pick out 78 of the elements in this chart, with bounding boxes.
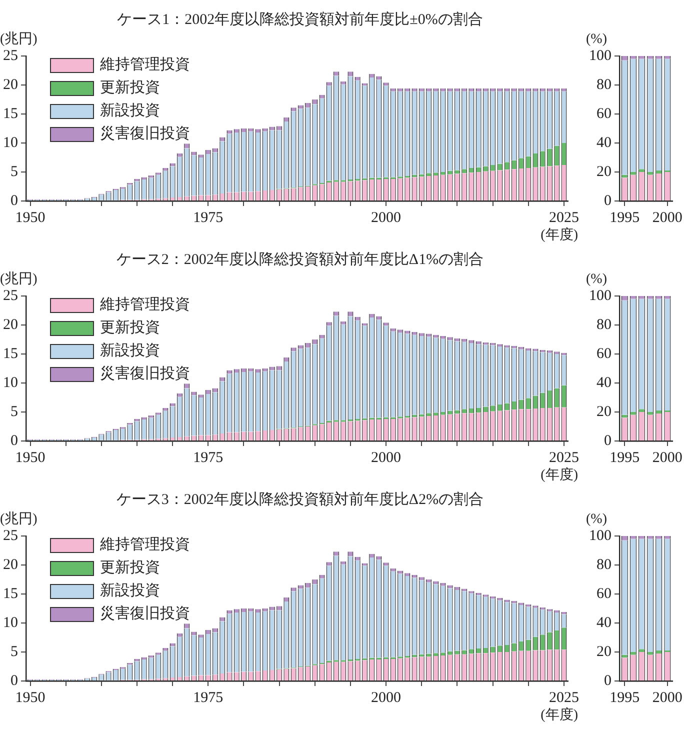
x-axis-title: (年度) xyxy=(540,228,578,244)
y-tick-label: 0 xyxy=(10,192,18,209)
x-tick-label: 1975 xyxy=(193,210,224,226)
y-tick-label: 80 xyxy=(596,316,612,333)
y-tick-label: 20 xyxy=(596,164,612,180)
legend-label: 更新投資 xyxy=(100,558,160,578)
y-axis-title: (%) xyxy=(586,272,607,288)
y-tick-label: 20 xyxy=(3,76,18,93)
x-tick-label: 2025 xyxy=(548,210,579,226)
y-tick-label: 5 xyxy=(10,404,18,420)
y-tick-label: 15 xyxy=(3,346,18,362)
x-tick-label: 2000 xyxy=(652,450,682,466)
x-tick-label: 2000 xyxy=(652,210,682,226)
x-axis-title: (年度) xyxy=(540,708,578,724)
y-tick-label: 20 xyxy=(3,316,18,333)
legend-label: 新設投資 xyxy=(100,582,160,601)
legend-label: 更新投資 xyxy=(100,318,160,338)
y-tick-label: 25 xyxy=(3,288,18,304)
legend-label: 維持管理投資 xyxy=(100,56,190,75)
x-tick-label: 2000 xyxy=(371,210,402,226)
x-tick-label: 1995 xyxy=(610,690,640,706)
legend-label: 災害復旧投資 xyxy=(100,604,190,624)
y-tick-label: 20 xyxy=(596,644,612,660)
x-tick-label: 1975 xyxy=(193,450,224,466)
y-axis-title: (兆円) xyxy=(0,272,38,288)
y-tick-label: 20 xyxy=(3,556,18,573)
y-tick-label: 80 xyxy=(596,556,612,573)
chart-title: ケース2：2002年度以降総投資額対前年度比Δ1%の割合 xyxy=(115,250,485,270)
legend-label: 災害復旧投資 xyxy=(100,124,190,144)
y-tick-label: 0 xyxy=(10,672,18,689)
y-tick-label: 100 xyxy=(589,48,612,64)
y-tick-label: 40 xyxy=(596,374,612,391)
x-axis-title: (年度) xyxy=(540,468,578,484)
x-tick-label: 1995 xyxy=(610,210,640,226)
y-axis-title: (兆円) xyxy=(0,32,38,48)
y-axis-title: (%) xyxy=(586,512,607,528)
y-tick-label: 60 xyxy=(596,586,612,602)
legend-label: 維持管理投資 xyxy=(100,296,190,315)
y-tick-label: 20 xyxy=(596,404,612,420)
y-tick-label: 25 xyxy=(3,48,18,64)
x-tick-label: 2025 xyxy=(548,690,579,706)
legend-label: 維持管理投資 xyxy=(100,536,190,555)
y-tick-label: 80 xyxy=(596,76,612,93)
x-tick-label: 2000 xyxy=(371,450,402,466)
y-tick-label: 40 xyxy=(596,614,612,631)
y-tick-label: 100 xyxy=(589,528,612,544)
x-tick-label: 1950 xyxy=(15,450,46,466)
x-tick-label: 1950 xyxy=(15,690,46,706)
y-tick-label: 10 xyxy=(3,614,18,631)
y-tick-label: 40 xyxy=(596,134,612,151)
y-tick-label: 5 xyxy=(10,644,18,660)
x-tick-label: 2000 xyxy=(371,690,402,706)
x-tick-label: 2025 xyxy=(548,450,579,466)
y-tick-label: 60 xyxy=(596,346,612,362)
y-tick-label: 15 xyxy=(3,106,18,122)
legend-label: 新設投資 xyxy=(100,342,160,361)
y-tick-label: 0 xyxy=(604,672,612,689)
y-tick-label: 60 xyxy=(596,106,612,122)
legend-label: 災害復旧投資 xyxy=(100,364,190,384)
x-tick-label: 1995 xyxy=(610,450,640,466)
legend-label: 更新投資 xyxy=(100,78,160,98)
y-tick-label: 25 xyxy=(3,528,18,544)
x-tick-label: 2000 xyxy=(652,690,682,706)
chart-title: ケース3：2002年度以降総投資額対前年度比Δ2%の割合 xyxy=(115,490,485,510)
y-tick-label: 100 xyxy=(589,288,612,304)
y-tick-label: 10 xyxy=(3,134,18,151)
y-tick-label: 0 xyxy=(10,432,18,449)
legend-label: 新設投資 xyxy=(100,102,160,121)
chart-title: ケース1：2002年度以降総投資額対前年度比±0%の割合 xyxy=(116,10,484,30)
y-tick-label: 10 xyxy=(3,374,18,391)
x-tick-label: 1950 xyxy=(15,210,46,226)
y-axis-title: (兆円) xyxy=(0,512,38,528)
y-tick-label: 5 xyxy=(10,164,18,180)
x-tick-label: 1975 xyxy=(193,690,224,706)
y-tick-label: 15 xyxy=(3,586,18,602)
y-tick-label: 0 xyxy=(604,432,612,449)
y-axis-title: (%) xyxy=(586,32,607,48)
y-tick-label: 0 xyxy=(604,192,612,209)
